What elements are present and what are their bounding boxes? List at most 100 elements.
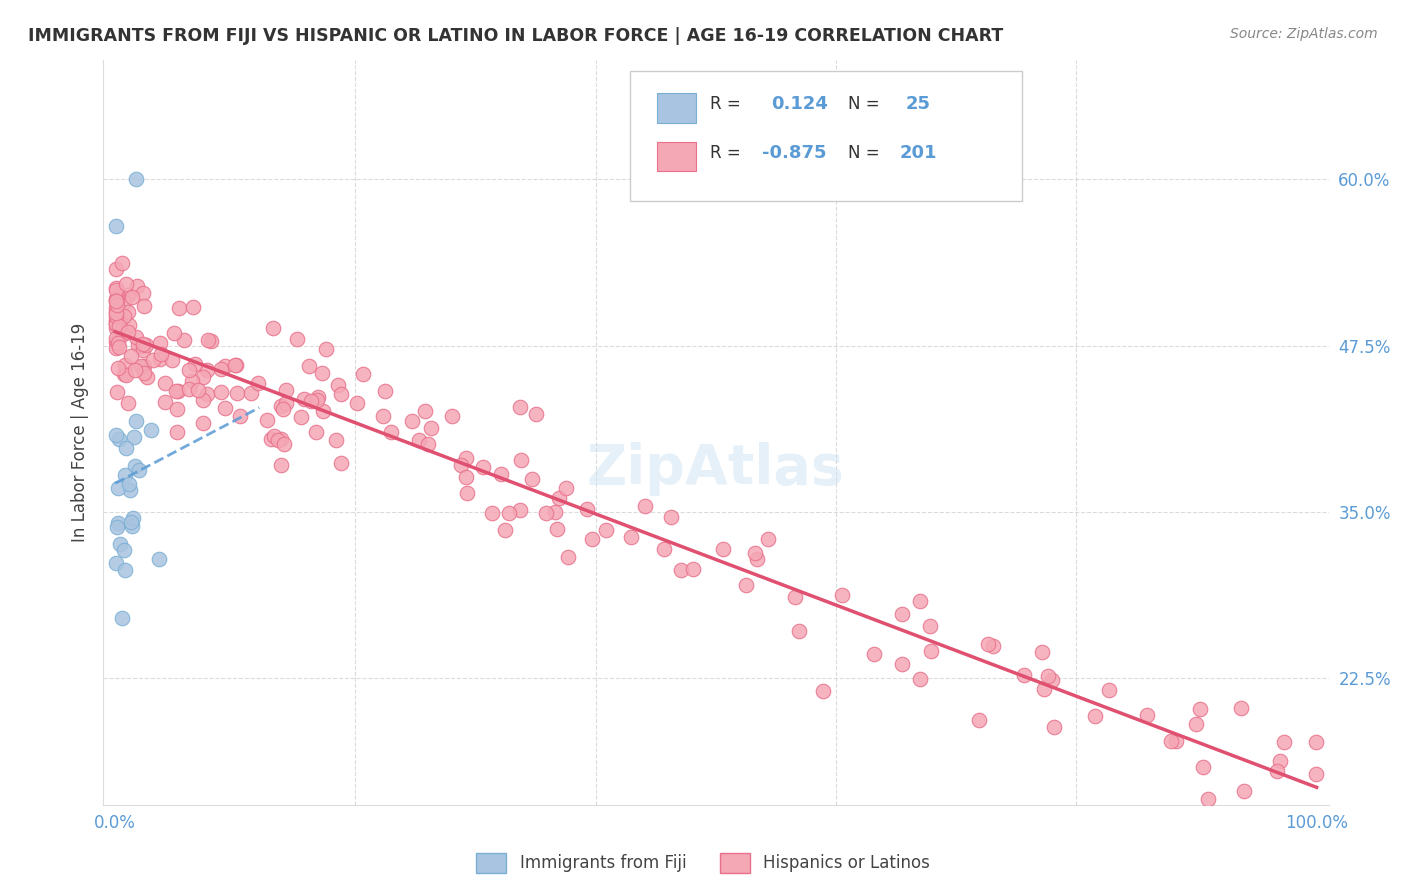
FancyBboxPatch shape bbox=[630, 70, 1022, 202]
Point bbox=[105, 298, 128, 312]
Point bbox=[105, 290, 128, 304]
Point bbox=[1268, 754, 1291, 768]
Point bbox=[105, 520, 128, 534]
Point bbox=[148, 551, 170, 566]
Point bbox=[105, 556, 128, 570]
Point bbox=[908, 673, 931, 687]
Point bbox=[112, 309, 135, 323]
Point bbox=[536, 507, 558, 521]
Point bbox=[107, 361, 129, 376]
Point bbox=[128, 463, 150, 477]
Point bbox=[330, 456, 353, 470]
Point bbox=[115, 277, 138, 291]
Point bbox=[120, 349, 142, 363]
Point bbox=[149, 351, 172, 366]
Point bbox=[634, 499, 657, 513]
Point bbox=[548, 491, 571, 506]
Point bbox=[117, 305, 139, 319]
Point bbox=[224, 358, 246, 372]
Point bbox=[456, 486, 478, 500]
Point bbox=[1229, 701, 1251, 715]
Point bbox=[105, 321, 128, 335]
Point bbox=[105, 305, 128, 319]
Point bbox=[263, 429, 285, 443]
Point bbox=[489, 467, 512, 481]
Point bbox=[195, 363, 218, 377]
Point bbox=[108, 432, 131, 446]
Point bbox=[200, 334, 222, 348]
Point bbox=[105, 428, 128, 442]
Point bbox=[371, 409, 394, 424]
Point bbox=[520, 472, 543, 486]
Point bbox=[481, 507, 503, 521]
Text: ZipAtlas: ZipAtlas bbox=[586, 442, 845, 496]
Point bbox=[1305, 735, 1327, 749]
Text: N =: N = bbox=[848, 95, 886, 113]
Point bbox=[118, 483, 141, 497]
Point bbox=[498, 506, 520, 520]
Point bbox=[270, 432, 292, 446]
Point bbox=[125, 172, 148, 186]
Point bbox=[105, 331, 128, 345]
Point bbox=[108, 312, 131, 326]
Point bbox=[1040, 673, 1063, 688]
Point bbox=[107, 481, 129, 495]
Point bbox=[1191, 760, 1213, 774]
Point bbox=[135, 338, 157, 352]
Point bbox=[454, 469, 477, 483]
Point bbox=[125, 414, 148, 428]
Point bbox=[260, 432, 283, 446]
Point bbox=[173, 333, 195, 347]
Point bbox=[141, 423, 163, 437]
Point bbox=[620, 531, 643, 545]
Point bbox=[920, 644, 942, 658]
Point bbox=[557, 549, 579, 564]
Point bbox=[105, 309, 128, 323]
Point bbox=[209, 384, 232, 399]
Point bbox=[1136, 707, 1159, 722]
Point bbox=[155, 376, 177, 390]
FancyBboxPatch shape bbox=[657, 142, 696, 171]
Point bbox=[229, 409, 252, 423]
Point bbox=[380, 425, 402, 440]
Text: 25: 25 bbox=[905, 95, 931, 113]
Point bbox=[105, 334, 128, 349]
Point bbox=[105, 301, 128, 316]
Point bbox=[408, 433, 430, 447]
Point bbox=[509, 503, 531, 517]
Point bbox=[290, 410, 312, 425]
Point bbox=[114, 467, 136, 482]
Point bbox=[352, 367, 374, 381]
Text: IMMIGRANTS FROM FIJI VS HISPANIC OR LATINO IN LABOR FORCE | AGE 16-19 CORRELATIO: IMMIGRANTS FROM FIJI VS HISPANIC OR LATI… bbox=[28, 27, 1004, 45]
Point bbox=[581, 533, 603, 547]
Point bbox=[122, 510, 145, 524]
Point bbox=[105, 306, 128, 320]
Point bbox=[415, 403, 437, 417]
Point bbox=[1233, 784, 1256, 798]
Point bbox=[105, 294, 128, 309]
Point bbox=[118, 476, 141, 491]
Point bbox=[524, 407, 547, 421]
Point bbox=[595, 523, 617, 537]
Point bbox=[110, 256, 132, 270]
Point bbox=[124, 363, 146, 377]
Point bbox=[107, 289, 129, 303]
Point bbox=[121, 290, 143, 304]
Point bbox=[124, 458, 146, 473]
Point bbox=[1305, 767, 1327, 781]
Point bbox=[297, 359, 319, 374]
Point bbox=[108, 340, 131, 354]
Point bbox=[266, 433, 288, 447]
Point bbox=[239, 386, 262, 401]
Point bbox=[544, 505, 567, 519]
Point bbox=[274, 395, 297, 409]
Point bbox=[1043, 720, 1066, 734]
Point bbox=[179, 382, 201, 396]
Text: R =: R = bbox=[710, 95, 745, 113]
Point bbox=[305, 392, 328, 407]
Point bbox=[105, 219, 128, 233]
Point bbox=[969, 713, 991, 727]
Point bbox=[209, 362, 232, 376]
Point bbox=[122, 430, 145, 444]
Point bbox=[179, 362, 201, 376]
